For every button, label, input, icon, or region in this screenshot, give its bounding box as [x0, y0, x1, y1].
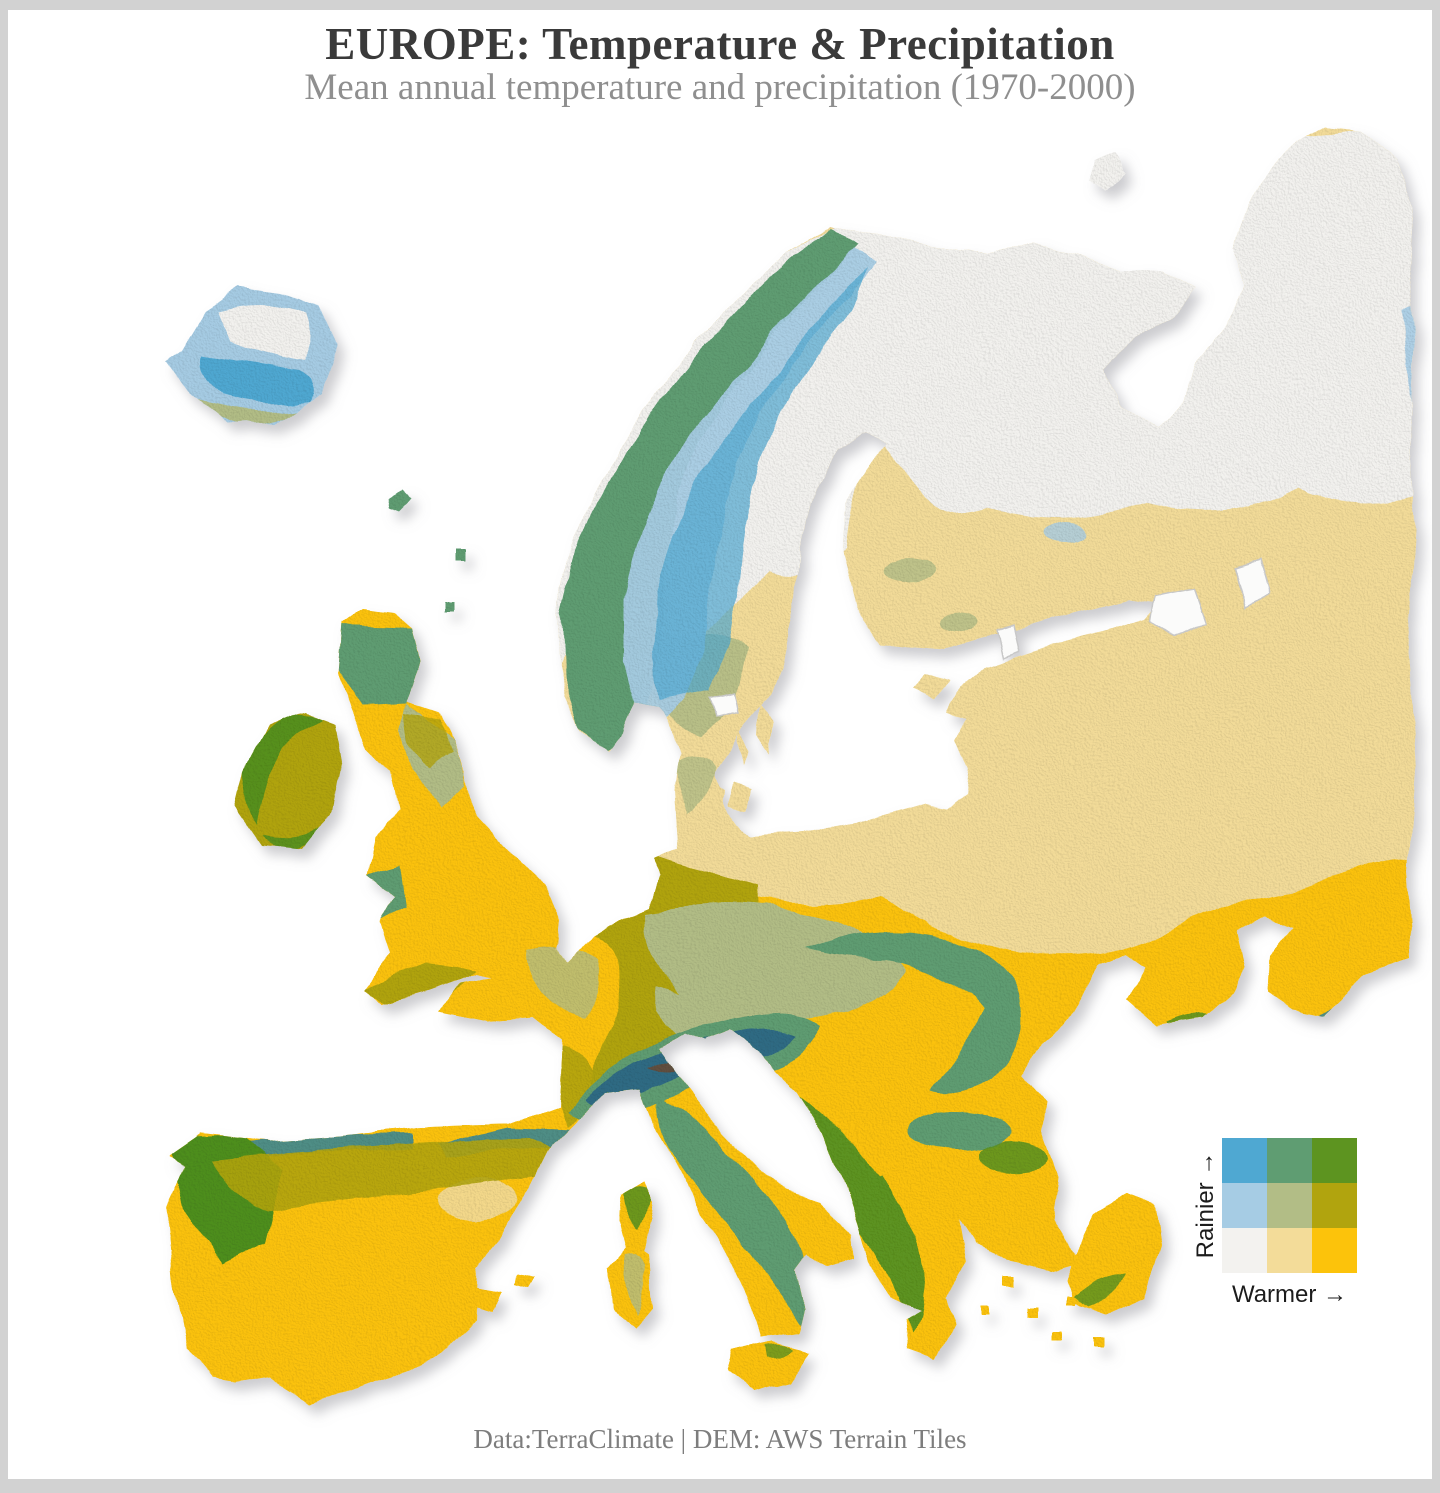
legend-rainier-label: Rainier →	[1192, 1151, 1219, 1259]
landmass-layer	[48, 100, 1432, 1440]
lake-peipus	[997, 624, 1021, 660]
data-credits: Data:TerraClimate | DEM: AWS Terrain Til…	[473, 1424, 967, 1454]
legend-cell-rainy-warm	[1312, 1138, 1357, 1183]
legend-cell-rainy-cold	[1222, 1138, 1267, 1183]
legend-cell-dry-warm	[1312, 1228, 1357, 1273]
legend-cell-rainy-mild	[1267, 1138, 1312, 1183]
legend-cell-moist-warm	[1312, 1183, 1357, 1228]
lake-ladoga	[1149, 587, 1207, 639]
bivariate-legend: Rainier → Warmer →	[1192, 1138, 1357, 1308]
lake-vanern	[707, 691, 739, 719]
legend-warmer-label: Warmer →	[1231, 1281, 1348, 1308]
legend-cell-dry-cold	[1222, 1228, 1267, 1273]
legend-cell-moist-mild	[1267, 1183, 1312, 1228]
lake-onega	[1233, 557, 1271, 608]
europe-map	[48, 100, 1432, 1440]
relief-texture	[48, 100, 1432, 1440]
legend-grid	[1222, 1138, 1357, 1273]
legend-cell-dry-mild	[1267, 1228, 1312, 1273]
lakes	[707, 557, 1271, 719]
legend-cell-moist-cold	[1222, 1183, 1267, 1228]
